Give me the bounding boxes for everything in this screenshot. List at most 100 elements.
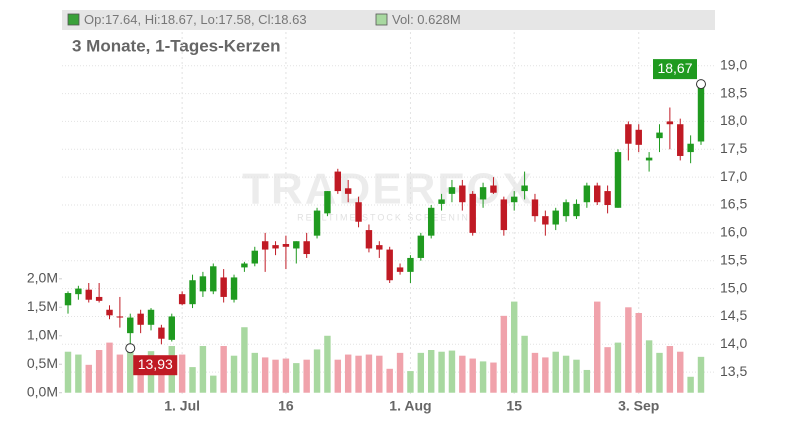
candle-body (210, 266, 217, 292)
volume-bar (417, 352, 425, 393)
candle-body (645, 157, 653, 161)
candle-body (635, 129, 642, 145)
candle-body (438, 199, 445, 204)
candle-body (355, 202, 362, 222)
candle-body (127, 317, 134, 334)
volume-bar (500, 315, 508, 393)
volume-bar (313, 349, 321, 393)
candle-body (75, 288, 82, 295)
candle-body (376, 245, 383, 250)
candle-body (85, 289, 92, 300)
y-tick-label: 18,0 (720, 112, 747, 128)
volume-bar (479, 361, 487, 393)
volume-bar (137, 361, 144, 393)
legend-swatch (67, 13, 80, 26)
candle-body (344, 188, 352, 194)
volume-bar (645, 340, 653, 393)
candle-body (490, 185, 497, 193)
candle-body (407, 257, 414, 272)
y-tick-label: 16,5 (720, 196, 747, 212)
candle-body (562, 202, 570, 217)
volume-bar (666, 346, 674, 393)
chart-subtitle: 3 Monate, 1-Tages-Kerzen (72, 36, 280, 55)
candle-body (531, 199, 539, 217)
volume-bar (178, 354, 186, 393)
volume-bar (635, 312, 642, 393)
candle-body (697, 86, 705, 142)
candle-body (293, 241, 300, 249)
y-tick-label: 15,5 (720, 251, 747, 267)
candle-body (147, 309, 155, 325)
volume-bar (552, 351, 559, 393)
y-tick-label: 14,5 (720, 307, 747, 323)
volume-bar (210, 375, 217, 393)
candle-body (614, 152, 622, 208)
volume-bar (85, 364, 92, 393)
volume-bar (510, 301, 518, 393)
candle-body (386, 249, 393, 281)
volume-bar (158, 367, 165, 393)
candle-body (334, 171, 342, 192)
y2-tick-label: 0,5M (27, 355, 58, 371)
min-label: 13,93 (138, 356, 173, 372)
volume-bar (230, 355, 238, 393)
volume-bar (531, 352, 539, 393)
volume-bar (355, 355, 362, 393)
max-label: 18,67 (657, 60, 692, 76)
volume-bar (365, 354, 373, 393)
y-tick-label: 13,5 (720, 363, 747, 379)
candle-body (158, 327, 165, 339)
volume-bar (438, 351, 445, 393)
y2-tick-label: 1,0M (27, 326, 58, 342)
volume-bar (272, 359, 279, 393)
candle-body (479, 187, 487, 200)
candle-body (116, 316, 124, 318)
volume-bar (687, 376, 694, 393)
candle-body (510, 196, 518, 203)
candle-body (500, 199, 508, 231)
legend-band (62, 10, 715, 30)
volume-bar (386, 368, 393, 393)
candle-body (448, 187, 456, 194)
candle-body (220, 277, 227, 297)
volume-bar (376, 355, 383, 393)
x-tick-label: 15 (506, 398, 522, 414)
y-tick-label: 17,5 (720, 140, 747, 156)
volume-bar (127, 349, 134, 393)
candle-body (168, 316, 175, 340)
volume-bar (75, 354, 82, 393)
candle-body (656, 132, 663, 139)
legend-swatch (375, 13, 388, 26)
candle-body (417, 235, 425, 258)
volume-bar (344, 354, 352, 393)
volume-bar (324, 335, 331, 393)
candle-body (677, 124, 684, 156)
volume-bar (407, 371, 414, 393)
candle-body (199, 276, 207, 292)
volume-bar (469, 358, 476, 393)
candle-body (521, 185, 528, 192)
candle-body (552, 210, 559, 225)
candle-body (687, 143, 694, 153)
volume-bar (64, 351, 72, 393)
y-tick-label: 18,5 (720, 84, 747, 100)
min-marker (125, 343, 136, 354)
candle-body (604, 191, 611, 206)
y2-tick-label: 1,5M (27, 298, 58, 314)
candle-body (573, 203, 580, 217)
y-tick-label: 19,0 (720, 56, 747, 72)
legend-label: Vol: 0.628M (392, 12, 461, 27)
candle-body (396, 267, 404, 272)
candle-body (241, 263, 248, 268)
candle-body (137, 313, 144, 325)
volume-bar (427, 350, 435, 393)
legend-label: Op:17.64, Hi:18.67, Lo:17.58, Cl:18.63 (84, 12, 307, 27)
y-tick-label: 17,0 (720, 168, 747, 184)
volume-bar (573, 359, 580, 393)
volume-bar (625, 307, 632, 393)
candle-body (594, 185, 601, 203)
volume-bar (261, 357, 269, 393)
volume-bar (251, 352, 259, 393)
volume-bar (396, 352, 404, 393)
